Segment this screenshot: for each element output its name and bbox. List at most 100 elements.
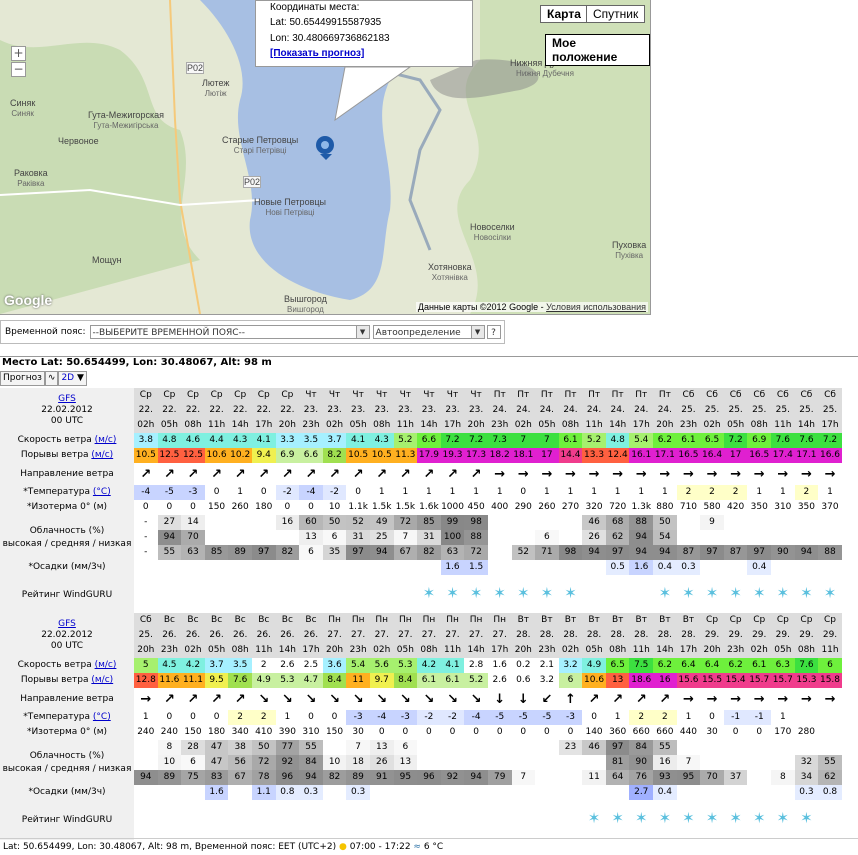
temp-unit-link[interactable]: (°С) (92, 712, 111, 722)
temp-cell (794, 710, 819, 725)
isotherm-cell: 150 (322, 725, 347, 740)
cloud-mid-cell (228, 530, 252, 545)
auto-detect-select[interactable]: Автоопределение ▼ (372, 325, 485, 339)
precip-cell: 2.7 (629, 785, 654, 800)
gust-cell: 2.6 (487, 673, 512, 688)
cloud-low-cell: 97 (700, 545, 724, 560)
rating-cell: ✶ (653, 575, 677, 615)
gust-unit-link[interactable]: (м/с) (91, 675, 114, 685)
isotherm-cell: 0 (299, 500, 323, 515)
temp-cell: 1 (228, 485, 252, 500)
date-cell: 27. (487, 628, 512, 643)
hour-cell: 17h (676, 643, 701, 658)
wind-direction-arrow-icon: ↗ (329, 466, 340, 482)
hour-cell: 23h (535, 643, 559, 658)
model-link[interactable]: GFS (58, 619, 76, 629)
day-cell: Чт (322, 388, 347, 403)
hour-cell: 05h (723, 418, 748, 433)
my-location-button[interactable]: Мое положение (545, 34, 650, 66)
map-type-satellite-button[interactable]: Спутник (586, 5, 646, 23)
cloud-mid-cell (535, 755, 559, 770)
date-cell: 23. (322, 403, 347, 418)
day-cell: Пн (487, 613, 512, 628)
row-label: Рейтинг WindGURU (0, 575, 134, 615)
day-cell: Пт (605, 388, 630, 403)
terms-link[interactable]: Условия использования (546, 302, 646, 312)
wind-cell: 6.1 (676, 433, 701, 448)
wind-direction-arrow-icon: → (140, 691, 152, 707)
wind-cell: 7.2 (440, 433, 465, 448)
star-icon: ✶ (729, 584, 742, 602)
gust-unit-link[interactable]: (м/с) (91, 450, 114, 460)
day-cell: Ср (228, 388, 252, 403)
tab-forecast[interactable]: Прогноз (0, 371, 45, 386)
precip-cell: 1.6 (440, 560, 465, 575)
isotherm-cell: 360 (605, 725, 630, 740)
cloud-high-cell (771, 740, 795, 755)
wind-direction-arrow-icon: → (588, 466, 600, 482)
mode-select[interactable]: 2D ▼ (58, 371, 87, 386)
coords-lon: Lon: 30.480669736862183 (270, 33, 390, 44)
temp-cell: 1 (275, 710, 300, 725)
precip-cell (700, 560, 724, 575)
map-type-map-button[interactable]: Карта (540, 5, 588, 23)
day-cell: Вс (251, 613, 276, 628)
help-button[interactable]: ? (486, 325, 501, 339)
row-label: *Температура (°С) (0, 485, 134, 500)
cloud-high-cell (228, 515, 252, 530)
cloud-low-cell: 94 (134, 770, 158, 785)
precip-cell: 1.1 (251, 785, 276, 800)
star-icon: ✶ (564, 584, 577, 602)
show-forecast-link[interactable]: [Показать прогноз] (270, 48, 365, 59)
cloud-low-cell: 6 (299, 545, 323, 560)
gust-cell: 6.6 (299, 448, 323, 463)
hour-cell: 08h (794, 643, 819, 658)
wind-unit-link[interactable]: (м/с) (94, 660, 117, 670)
zoom-control[interactable]: + − (11, 46, 26, 78)
isotherm-cell: 350 (747, 500, 772, 515)
cloud-mid-cell: 56 (228, 755, 252, 770)
precip-cell (535, 785, 559, 800)
timezone-select[interactable]: --ВЫБЕРИТЕ ВРЕМЕННОЙ ПОЯС-- ▼ (89, 325, 370, 339)
day-cell: Пн (417, 613, 441, 628)
cloud-high-cell (794, 740, 819, 755)
cloud-mid-cell: - (134, 530, 158, 545)
hour-cell: 05h (204, 643, 229, 658)
gust-cell: 13 (605, 673, 630, 688)
temp-unit-link[interactable]: (°С) (92, 487, 111, 497)
precip-cell (157, 560, 182, 575)
day-cell: Ср (818, 613, 842, 628)
cloud-low-cell: 78 (251, 770, 276, 785)
wind-direction-arrow-icon: ↗ (305, 466, 317, 482)
day-cell: Сб (818, 388, 842, 403)
cloud-high-cell: 46 (582, 740, 606, 755)
cloud-low-cell: 89 (346, 770, 370, 785)
day-cell: Вс (299, 613, 323, 628)
map[interactable]: Лютеж Лютіж Синяк Синяк Гута-Межигорская Гу… (0, 0, 651, 315)
day-cell: Ср (747, 613, 772, 628)
date-cell: 23. (464, 403, 488, 418)
date-cell: 29. (818, 628, 842, 643)
date-cell: 26. (204, 628, 229, 643)
hour-cell: 08h (558, 418, 583, 433)
precip-cell (818, 560, 842, 575)
cloud-mid-cell (676, 530, 701, 545)
zoom-in-button[interactable]: + (11, 46, 26, 61)
graph-icon[interactable]: ∿ (44, 371, 59, 386)
zoom-out-button[interactable]: − (11, 62, 26, 77)
model-link[interactable]: GFS (58, 394, 76, 404)
map-label: Мощун (92, 255, 122, 265)
wind-direction-arrow-icon: → (659, 466, 671, 482)
star-icon: ✶ (658, 584, 672, 602)
cloud-high-cell (487, 740, 512, 755)
temp-cell: 1 (440, 485, 465, 500)
hour-cell: 20h (700, 643, 724, 658)
day-cell: Пн (440, 613, 465, 628)
wind-unit-link[interactable]: (м/с) (94, 435, 117, 445)
hour-cell: 20h (511, 643, 536, 658)
precip-cell (535, 560, 559, 575)
cloud-mid-cell: 13 (299, 530, 323, 545)
isotherm-cell: 1.1k (346, 500, 370, 515)
rating-cell: ✶ (795, 800, 819, 840)
cloud-high-cell: 16 (275, 515, 300, 530)
